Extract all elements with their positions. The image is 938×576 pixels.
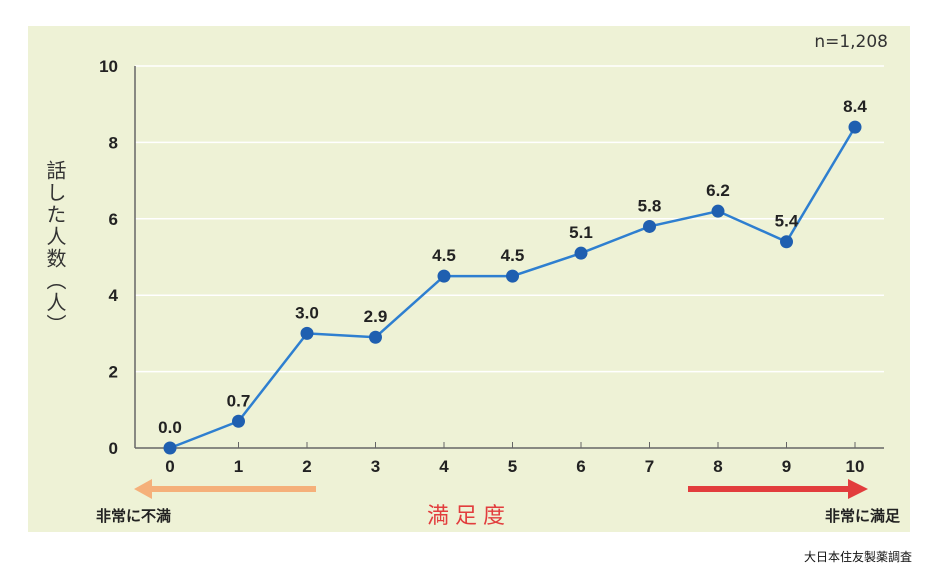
data-point (643, 219, 656, 233)
y-tick-label: 10 (99, 57, 118, 76)
x-ticks: 0 1 2 3 4 5 6 7 8 9 10 (165, 442, 864, 476)
data-label: 3.0 (295, 303, 319, 322)
x-tick-label: 1 (234, 457, 243, 476)
data-point (848, 120, 862, 134)
data-label: 4.5 (501, 246, 525, 265)
x-tick-label: 5 (508, 457, 517, 476)
data-point (437, 269, 451, 283)
data-point (163, 441, 177, 455)
data-labels: 0.0 0.7 3.0 2.9 4.5 4.5 5.1 5.8 6.2 5.4 8.4 (158, 97, 867, 437)
source-note: 大日本住友製薬調査 (803, 550, 912, 564)
y-tick-label: 2 (109, 363, 118, 382)
data-point (711, 204, 725, 218)
left-arrow (134, 479, 316, 499)
data-points (163, 120, 862, 455)
low-satisfaction-label: 非常に不満 (96, 507, 172, 525)
data-label: 0.0 (158, 418, 182, 437)
y-tick-label: 4 (109, 286, 119, 305)
data-point (369, 330, 382, 344)
data-point (232, 414, 245, 428)
high-satisfaction-label: 非常に満足 (824, 507, 900, 525)
y-tick-label: 0 (109, 439, 118, 458)
data-point (574, 246, 588, 260)
right-arrow (688, 479, 868, 499)
data-label: 8.4 (843, 97, 867, 116)
data-label: 5.1 (569, 223, 593, 242)
x-tick-label: 6 (576, 457, 585, 476)
data-label: 5.4 (775, 212, 799, 231)
grid-lines (135, 65, 884, 373)
x-tick-label: 7 (645, 457, 654, 476)
data-point (300, 326, 314, 340)
direction-arrows (134, 479, 868, 499)
data-label: 5.8 (638, 196, 662, 215)
x-axis-label: 満足度 (426, 504, 511, 529)
series-line (169, 126, 857, 450)
data-label: 4.5 (432, 246, 456, 265)
y-tick-label: 6 (109, 210, 118, 229)
x-tick-label: 2 (302, 457, 311, 476)
y-axis-label: 話した人数（人） (43, 160, 67, 336)
data-label: 6.2 (706, 181, 730, 200)
x-tick-label: 8 (713, 457, 722, 476)
data-label: 2.9 (364, 307, 388, 326)
sample-size: n=1,208 (814, 32, 888, 52)
x-tick-label: 9 (782, 457, 791, 476)
data-point (506, 269, 519, 283)
y-tick-label: 8 (109, 133, 118, 152)
data-label: 0.7 (227, 391, 251, 410)
data-point (780, 235, 793, 249)
x-tick-label: 4 (439, 457, 449, 476)
x-tick-label: 3 (371, 457, 380, 476)
x-tick-label: 10 (846, 457, 865, 476)
x-tick-label: 0 (165, 457, 174, 476)
y-ticks: 0 2 4 6 8 10 (99, 57, 118, 458)
